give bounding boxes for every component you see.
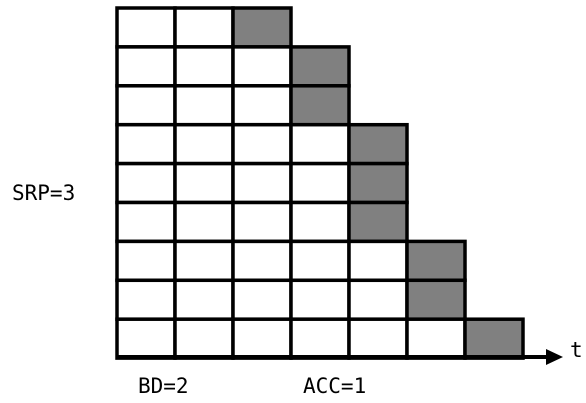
- time-axis-label: t: [570, 338, 583, 362]
- empty-cell: [347, 239, 409, 283]
- empty-cell: [173, 84, 235, 127]
- empty-cell: [231, 84, 293, 127]
- empty-cell: [289, 200, 351, 244]
- empty-cell: [115, 278, 177, 321]
- empty-cell: [173, 45, 235, 88]
- empty-cell: [231, 317, 293, 360]
- empty-cell: [289, 239, 351, 283]
- empty-cell: [173, 200, 235, 244]
- empty-cell: [115, 45, 177, 88]
- filled-cell: [347, 161, 409, 205]
- empty-cell: [231, 161, 293, 205]
- empty-cell: [115, 317, 177, 360]
- filled-cell: [289, 45, 351, 88]
- empty-cell: [173, 6, 235, 49]
- empty-cell: [115, 84, 177, 127]
- filled-cell: [231, 6, 293, 49]
- empty-cell: [231, 122, 293, 166]
- acc-label: ACC=1: [303, 374, 366, 398]
- grid-cells: [115, 6, 525, 360]
- empty-cell: [173, 239, 235, 283]
- empty-cell: [289, 122, 351, 166]
- empty-cell: [347, 278, 409, 321]
- empty-cell: [115, 161, 177, 205]
- filled-cell: [347, 200, 409, 244]
- filled-cell: [347, 122, 409, 166]
- empty-cell: [289, 161, 351, 205]
- filled-cell: [405, 278, 467, 321]
- empty-cell: [115, 200, 177, 244]
- filled-cell: [289, 84, 351, 127]
- filled-cell: [463, 317, 525, 360]
- empty-cell: [173, 122, 235, 166]
- empty-cell: [115, 6, 177, 49]
- time-axis-arrowhead: [546, 349, 563, 365]
- empty-cell: [173, 278, 235, 321]
- empty-cell: [173, 317, 235, 360]
- empty-cell: [405, 317, 467, 360]
- srp-label: SRP=3: [12, 181, 75, 205]
- empty-cell: [173, 161, 235, 205]
- empty-cell: [231, 278, 293, 321]
- empty-cell: [231, 45, 293, 88]
- empty-cell: [231, 239, 293, 283]
- empty-cell: [231, 200, 293, 244]
- empty-cell: [115, 122, 177, 166]
- empty-cell: [289, 317, 351, 360]
- empty-cell: [115, 239, 177, 283]
- bd-label: BD=2: [138, 374, 189, 398]
- time-axis: [117, 349, 563, 365]
- empty-cell: [347, 317, 409, 360]
- empty-cell: [289, 278, 351, 321]
- filled-cell: [405, 239, 467, 283]
